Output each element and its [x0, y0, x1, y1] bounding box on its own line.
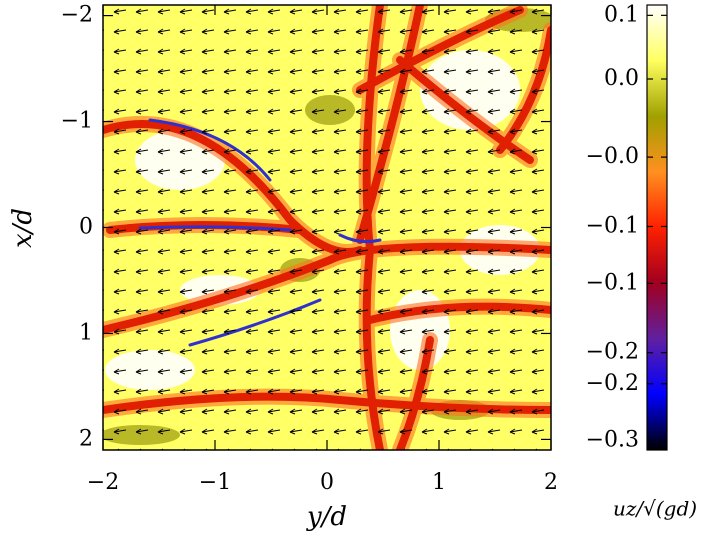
colorbar-tick-label: −0.3 — [586, 428, 639, 453]
y-axis-label: x/d — [8, 208, 38, 248]
colorbar-tick-label: −0.0 — [586, 144, 639, 169]
x-tick-label: −2 — [87, 470, 119, 495]
x-tick-label: 2 — [544, 470, 558, 495]
x-axis-label: y/d — [306, 502, 347, 532]
colorbar-tick-label: −0.2 — [586, 371, 639, 396]
colorbar-tick-label: 0.1 — [604, 2, 639, 27]
colorbar-tick-label: −0.1 — [586, 270, 639, 295]
field — [103, 5, 551, 450]
y-tick-label: 2 — [79, 426, 93, 451]
colorbar-label: uz/√(gd) — [613, 497, 697, 521]
x-tick-label: 1 — [432, 470, 446, 495]
y-tick-label: −2 — [61, 3, 93, 28]
colorbar-tick-label: −0.1 — [586, 213, 639, 238]
x-tick-label: −1 — [199, 470, 231, 495]
colorbar-tick-label: 0.0 — [604, 66, 639, 91]
colorbar-tick-label: −0.2 — [586, 340, 639, 365]
y-tick-label: 0 — [79, 215, 93, 240]
x-tick-label: 0 — [320, 470, 334, 495]
colorbar — [646, 4, 668, 451]
y-tick-label: 1 — [79, 320, 93, 345]
y-tick-label: −1 — [61, 109, 93, 134]
